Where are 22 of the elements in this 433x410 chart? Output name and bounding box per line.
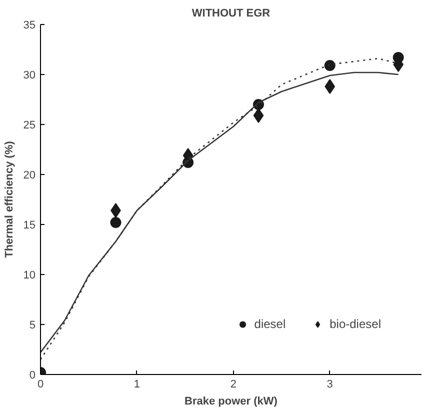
- legend-label: diesel: [254, 317, 286, 331]
- point: [110, 217, 122, 228]
- x-axis-title: Brake power (kW): [184, 396, 278, 408]
- chart-title: WITHOUT EGR: [192, 8, 270, 20]
- y-tick-label: 35: [23, 20, 36, 32]
- x-tick-label: 1: [134, 378, 140, 390]
- y-tick-label: 5: [29, 320, 36, 332]
- x-tick-label: 2: [230, 378, 236, 390]
- y-tick-label: 0: [29, 370, 36, 382]
- y-tick-label: 30: [23, 70, 36, 82]
- x-tick-label: 3: [326, 378, 333, 390]
- y-tick-label: 15: [23, 220, 36, 232]
- point: [253, 108, 264, 123]
- point: [324, 60, 336, 71]
- y-tick-label: 20: [23, 170, 36, 182]
- y-axis-title: Thermal efficiency (%): [3, 140, 16, 258]
- y-tick-label: 10: [23, 270, 36, 282]
- y-tick-label: 25: [23, 120, 36, 132]
- x-tick-label: 0: [37, 378, 44, 390]
- point: [110, 203, 121, 218]
- point: [324, 79, 336, 94]
- legend-label: bio-diesel: [330, 317, 381, 331]
